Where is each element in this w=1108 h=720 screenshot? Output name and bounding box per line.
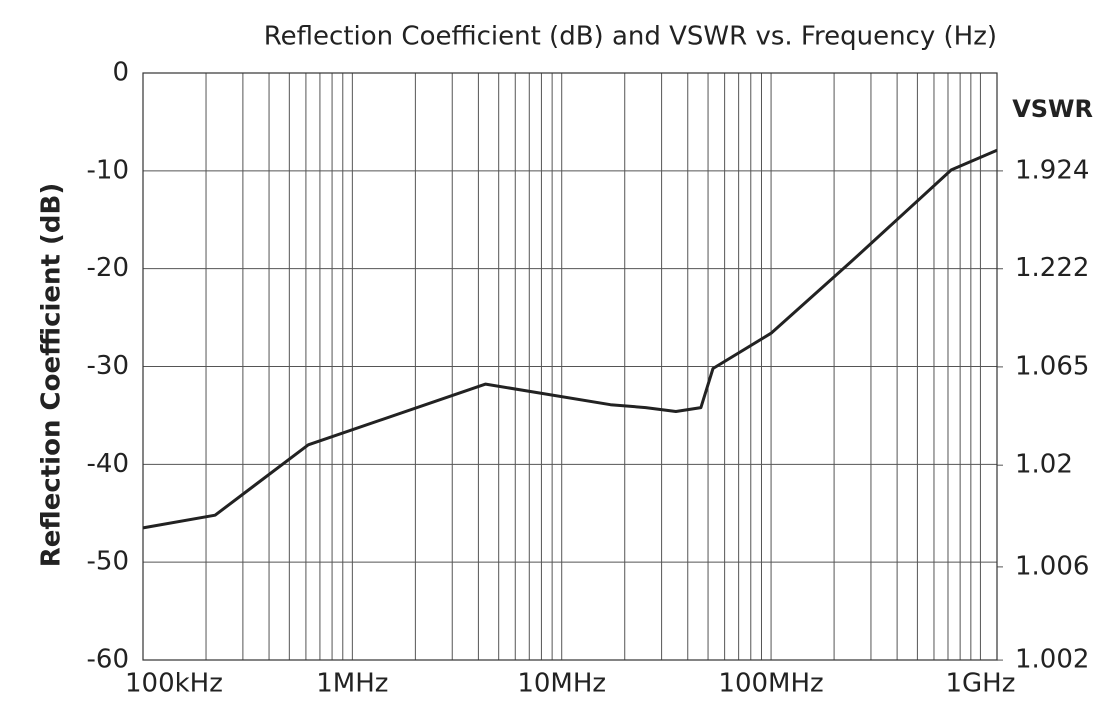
y-tick-label: -40 bbox=[87, 449, 129, 479]
x-tick-label: 100MHz bbox=[718, 669, 823, 699]
plot-frame bbox=[142, 72, 998, 661]
y2-tick-label: 1.924 bbox=[1015, 155, 1089, 185]
line-series bbox=[142, 148, 998, 530]
y-tick-label: -60 bbox=[87, 645, 129, 675]
x-tick-label: 10MHz bbox=[517, 669, 606, 699]
y-tick-label: -30 bbox=[87, 351, 129, 381]
x-tick-label: 100kHz bbox=[125, 669, 223, 699]
y2-tick-label: 1.222 bbox=[1015, 253, 1089, 283]
y-axis-label: Reflection Coefficient (dB) bbox=[37, 183, 67, 567]
y-tick-label: 0 bbox=[112, 58, 129, 88]
x-tick-label: 1MHz bbox=[316, 669, 388, 699]
x-tick-label: 1GHz bbox=[945, 669, 1015, 699]
y-tick-label: -50 bbox=[87, 547, 129, 577]
y2-tick-label: 1.02 bbox=[1015, 450, 1073, 480]
y2-tick-label: 1.002 bbox=[1015, 645, 1089, 675]
y-tick-label: -20 bbox=[87, 253, 129, 283]
chart-title: Reflection Coefficient (dB) and VSWR vs.… bbox=[264, 22, 997, 52]
y2-tick-label: 1.006 bbox=[1015, 551, 1089, 581]
y2-axis-label: VSWR bbox=[1012, 95, 1093, 123]
y-tick-label: -10 bbox=[87, 155, 129, 185]
y2-tick-label: 1.065 bbox=[1015, 351, 1089, 381]
